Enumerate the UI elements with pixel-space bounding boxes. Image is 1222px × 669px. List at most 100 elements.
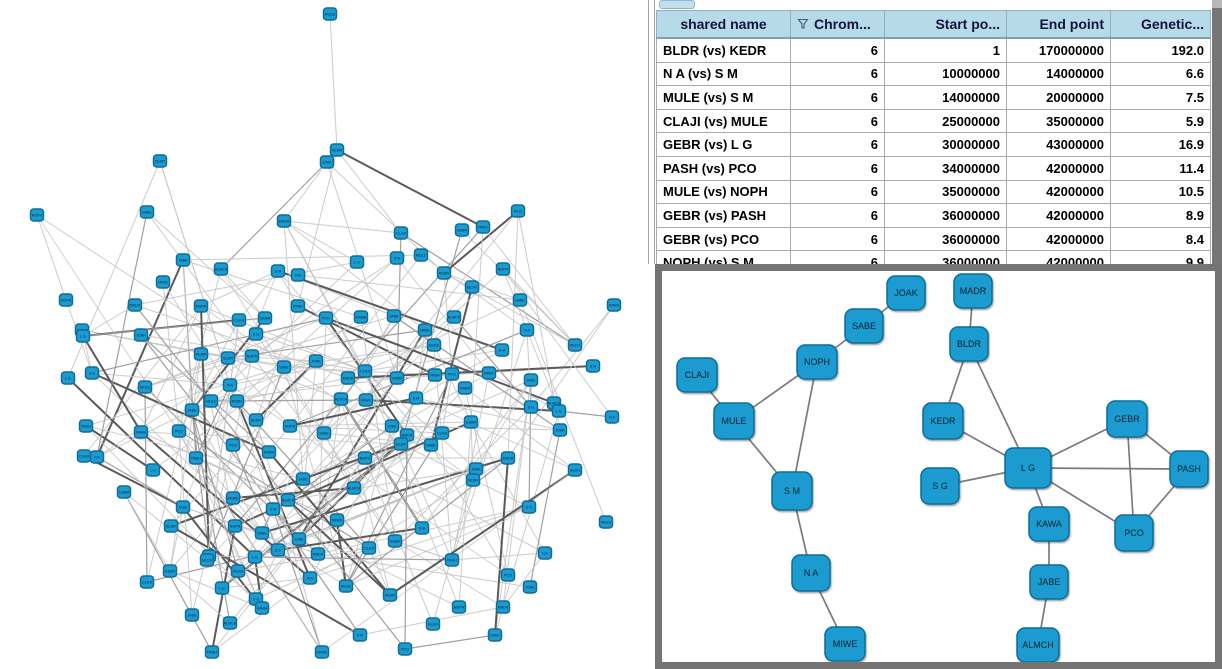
overview-node[interactable]: N A bbox=[604, 410, 620, 424]
overview-node[interactable]: CLAJI bbox=[357, 364, 373, 378]
table-row[interactable]: PASH (vs) PCO 6 34000000 42000000 11.4 bbox=[656, 155, 1211, 181]
overview-node[interactable]: CLAJI bbox=[434, 426, 450, 440]
overview-node[interactable]: ALMCH bbox=[280, 493, 296, 507]
overview-node[interactable]: MADR bbox=[495, 600, 511, 614]
overview-node[interactable]: N A bbox=[302, 571, 318, 585]
overview-node[interactable]: PCO bbox=[510, 204, 526, 218]
overview-node[interactable]: S G bbox=[248, 327, 264, 341]
overview-node[interactable]: KEDR bbox=[465, 473, 481, 487]
network-node[interactable]: KAWA bbox=[1028, 506, 1070, 542]
filter-icon[interactable] bbox=[797, 18, 809, 30]
overview-node[interactable]: N A bbox=[537, 546, 553, 560]
network-edge[interactable] bbox=[1027, 467, 1190, 470]
overview-node[interactable]: S M bbox=[414, 521, 430, 535]
overview-node[interactable]: N A bbox=[519, 323, 535, 337]
overview-node[interactable]: KAWA bbox=[457, 381, 473, 395]
overview-node[interactable]: NOPH bbox=[244, 349, 260, 363]
overview-node[interactable]: S M bbox=[352, 628, 368, 642]
overview-node[interactable]: SABE bbox=[254, 526, 270, 540]
overview-node[interactable]: BLDR bbox=[464, 280, 480, 294]
overview-node[interactable]: MADR bbox=[310, 547, 326, 561]
overview-node[interactable]: NOPH bbox=[495, 262, 511, 276]
overview-node[interactable]: S G bbox=[389, 251, 405, 265]
network-node[interactable]: MIWE bbox=[824, 626, 866, 662]
overview-node[interactable]: JOAK bbox=[308, 354, 324, 368]
overview-node[interactable]: JABE bbox=[184, 403, 200, 417]
overview-node[interactable]: JABE bbox=[523, 373, 539, 387]
table-row[interactable]: GEBR (vs) PCO 6 36000000 42000000 8.4 bbox=[656, 226, 1211, 252]
network-node[interactable]: S M bbox=[771, 471, 813, 511]
overview-node[interactable]: JOAK bbox=[468, 462, 484, 476]
overview-node[interactable]: GEBR bbox=[387, 534, 403, 548]
overview-node[interactable]: KEDR bbox=[329, 143, 345, 157]
overview-node[interactable]: L G bbox=[349, 255, 365, 269]
overview-node[interactable]: KEDR bbox=[229, 394, 245, 408]
overview-node[interactable]: KAWA bbox=[133, 425, 149, 439]
column-header-chromosome[interactable]: Chrom... bbox=[790, 10, 885, 39]
overview-node[interactable]: S M bbox=[585, 359, 601, 373]
overview-node[interactable]: KEDR bbox=[230, 564, 246, 578]
overview-node[interactable]: JABE bbox=[175, 500, 191, 514]
column-header-end-point[interactable]: End point bbox=[1006, 10, 1111, 39]
overview-node[interactable]: ALMCH bbox=[222, 616, 238, 630]
overview-node[interactable]: N A bbox=[290, 268, 306, 282]
overview-node[interactable]: KEDR bbox=[193, 347, 209, 361]
overview-node[interactable]: S G bbox=[84, 366, 100, 380]
overview-node[interactable]: JABE bbox=[175, 253, 191, 267]
network-node[interactable]: CLAJI bbox=[676, 357, 718, 393]
overview-node[interactable]: SABE bbox=[512, 293, 528, 307]
overview-node[interactable]: MULE bbox=[413, 248, 429, 262]
subnetwork-canvas[interactable]: JOAK MADR SABE BLDR NOPH CLAJI MULE KEDR GEBR L G… bbox=[662, 271, 1215, 662]
network-node[interactable]: MADR bbox=[953, 273, 993, 309]
overview-node[interactable]: S M bbox=[408, 391, 424, 405]
overview-node[interactable]: BLDR bbox=[152, 154, 168, 168]
table-row[interactable]: BLDR (vs) KEDR 6 1 170000000 192.0 bbox=[656, 37, 1211, 63]
overview-node[interactable]: NOPH bbox=[29, 208, 45, 222]
overview-node[interactable]: L G bbox=[75, 329, 91, 343]
table-row[interactable]: N A (vs) S M 6 10000000 14000000 6.6 bbox=[656, 61, 1211, 87]
overview-node[interactable]: MULE bbox=[137, 380, 153, 394]
overview-node[interactable]: KEDR bbox=[567, 338, 583, 352]
overview-node[interactable]: MULE bbox=[322, 7, 338, 21]
overview-node[interactable]: MULE bbox=[199, 553, 215, 567]
column-header-genetic[interactable]: Genetic... bbox=[1110, 10, 1211, 39]
overview-node[interactable]: KAWA bbox=[261, 445, 277, 459]
overview-node[interactable]: KEDR bbox=[382, 588, 398, 602]
overview-node[interactable]: MADR bbox=[500, 451, 516, 465]
overview-node[interactable]: PCO bbox=[225, 438, 241, 452]
overview-node[interactable]: JOAK bbox=[522, 580, 538, 594]
network-node[interactable]: ALMCH bbox=[1016, 627, 1060, 662]
overview-node[interactable]: KAWA bbox=[254, 601, 270, 615]
overview-node[interactable]: MIWE bbox=[481, 366, 497, 380]
overview-node[interactable]: PCO bbox=[318, 311, 334, 325]
overview-node[interactable]: MULE bbox=[598, 515, 614, 529]
column-header-shared-name[interactable]: shared name bbox=[656, 10, 791, 39]
overview-node[interactable]: SABE bbox=[487, 628, 503, 642]
overview-node[interactable]: S G bbox=[270, 543, 286, 557]
overview-node[interactable]: MIWE bbox=[155, 275, 171, 289]
overview-node[interactable]: PASH bbox=[290, 299, 306, 313]
network-node[interactable]: S G bbox=[920, 467, 960, 505]
overview-node[interactable]: ALMCH bbox=[346, 481, 362, 495]
overview-node[interactable]: PASH bbox=[444, 553, 460, 567]
overview-node[interactable]: JOAK bbox=[552, 423, 568, 437]
network-node[interactable]: PCO bbox=[1114, 514, 1154, 552]
overview-node[interactable]: S M bbox=[494, 343, 510, 357]
overview-node[interactable]: NOPH bbox=[451, 600, 467, 614]
network-node[interactable]: JOAK bbox=[886, 275, 926, 311]
overview-node[interactable]: GEBR bbox=[454, 223, 470, 237]
overview-node[interactable]: CLAJI bbox=[361, 541, 377, 555]
overview-node[interactable]: N A bbox=[89, 450, 105, 464]
overview-node[interactable]: JOAK bbox=[291, 532, 307, 546]
overview-node[interactable]: L G bbox=[145, 463, 161, 477]
overview-node[interactable]: JABE bbox=[184, 608, 200, 622]
network-node[interactable]: NOPH bbox=[796, 344, 838, 380]
overview-node[interactable]: GEBR bbox=[116, 485, 132, 499]
overview-node[interactable]: S G bbox=[523, 400, 539, 414]
overview-node[interactable]: MADR bbox=[276, 214, 292, 228]
overview-node[interactable]: NOPH bbox=[58, 293, 74, 307]
overview-node[interactable]: PASH bbox=[475, 220, 491, 234]
overview-node[interactable]: S G bbox=[521, 500, 537, 514]
overview-node[interactable]: BLDR bbox=[248, 413, 264, 427]
overview-node[interactable]: NOPH bbox=[357, 451, 373, 465]
